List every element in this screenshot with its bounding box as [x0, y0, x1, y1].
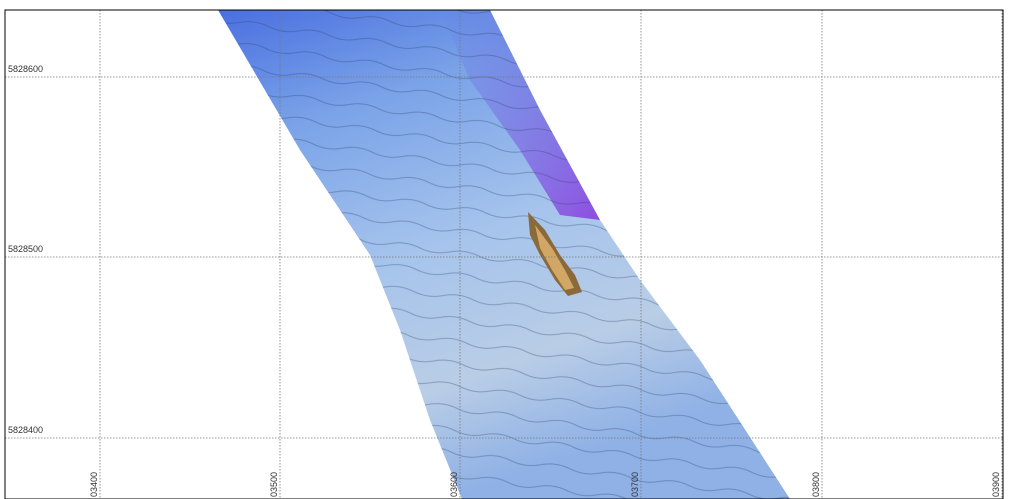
map-view: 5828600 5828500 5828400 03400 03500 0360… [0, 0, 1017, 499]
northing-label: 5828400 [8, 425, 43, 435]
easting-label: 03700 [630, 472, 640, 497]
northing-label: 5828500 [8, 244, 43, 254]
easting-label: 03900 [991, 472, 1001, 497]
easting-label: 03500 [269, 472, 279, 497]
northing-label: 5828600 [8, 64, 43, 74]
easting-label: 03800 [811, 472, 821, 497]
easting-label: 03600 [449, 472, 459, 497]
page: 5828600 5828500 5828400 03400 03500 0360… [0, 0, 1017, 499]
easting-label: 03400 [89, 472, 99, 497]
